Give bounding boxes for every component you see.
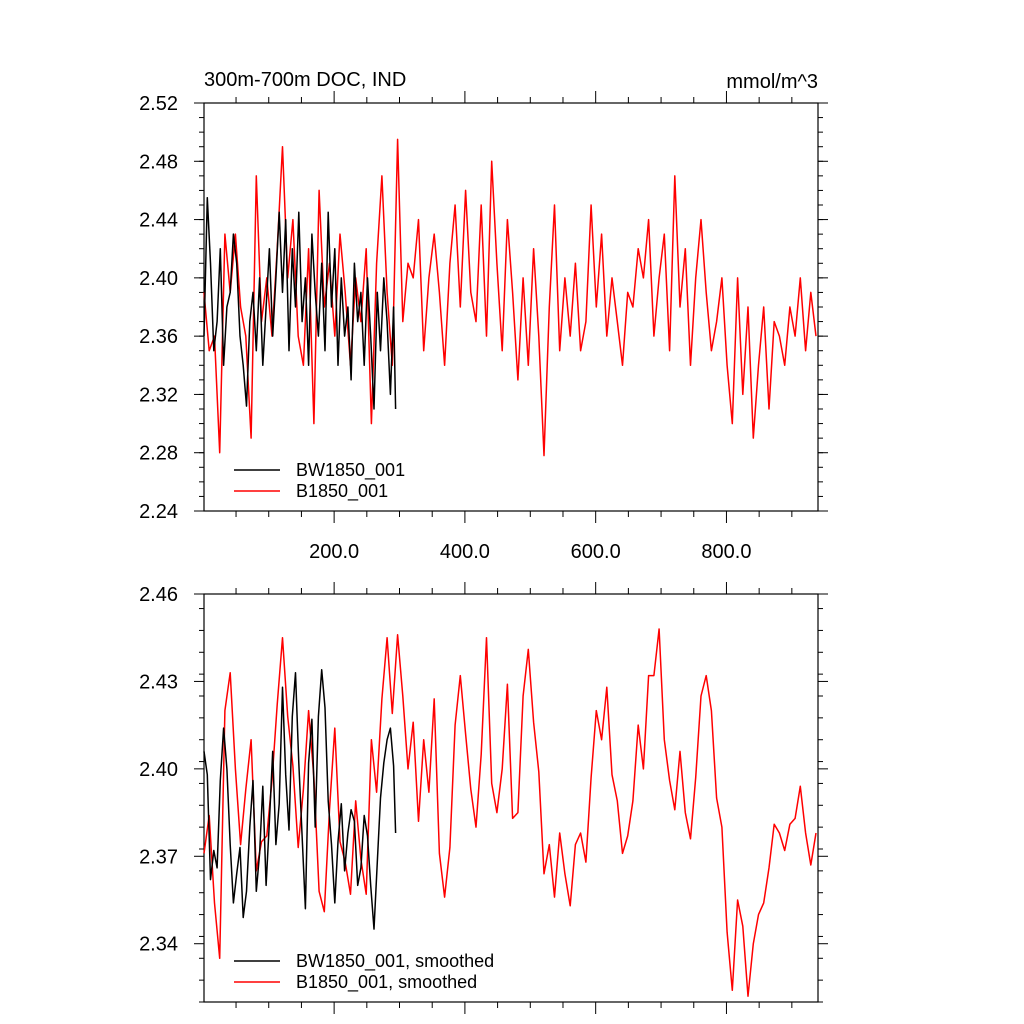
- bottom-legend: BW1850_001, smoothed B1850_001, smoothed: [234, 951, 494, 993]
- top-ytick-label: 2.24: [139, 501, 178, 523]
- bottom-plot-frame: [203, 593, 819, 1003]
- top-panel: 300m-700m DOC, IND mmol/m^3 2.24 2.28 2.32…: [139, 69, 828, 563]
- top-xtick-label: 200.0: [309, 541, 359, 563]
- top-ytick-label: 2.52: [139, 93, 178, 115]
- top-axis-ticks: 2.24 2.28 2.32 2.36 2.40 2.44 2.48 2.52 200.0 400…: [139, 91, 828, 563]
- bottom-ytick-label: 2.43: [139, 671, 178, 693]
- bottom-ytick-label: 2.40: [139, 759, 178, 781]
- legend-label-bw1850-smoothed: BW1850_001, smoothed: [296, 951, 494, 972]
- bottom-series-bw1850-001-smoothed: [203, 669, 397, 930]
- top-ytick-label: 2.28: [139, 443, 178, 465]
- top-ytick-label: 2.44: [139, 210, 178, 232]
- top-xtick-label: 800.0: [701, 541, 751, 563]
- bottom-ytick-label: 2.37: [139, 846, 178, 868]
- bottom-panel: 2.34 2.37 2.40 2.43 2.46 BW1850_001, smoothe…: [139, 582, 828, 1014]
- top-xtick-label: 600.0: [571, 541, 621, 563]
- top-ytick-label: 2.36: [139, 326, 178, 348]
- top-series-bw1850-001: [203, 196, 397, 410]
- chart-title: 300m-700m DOC, IND: [204, 69, 406, 91]
- legend-label-bw1850: BW1850_001: [296, 460, 405, 481]
- top-ytick-label: 2.32: [139, 384, 178, 406]
- bottom-ytick-label: 2.34: [139, 934, 178, 956]
- legend-label-b1850: B1850_001: [296, 481, 388, 502]
- bottom-ytick-label: 2.46: [139, 584, 178, 606]
- bottom-axis-ticks: 2.34 2.37 2.40 2.43 2.46: [139, 582, 828, 1014]
- top-legend: BW1850_001 B1850_001: [234, 460, 405, 502]
- top-series-lines: [203, 138, 817, 457]
- top-xtick-label: 400.0: [440, 541, 490, 563]
- legend-label-b1850-smoothed: B1850_001, smoothed: [296, 972, 477, 993]
- chart-units: mmol/m^3: [726, 71, 818, 93]
- bottom-series-lines: [203, 628, 817, 997]
- top-ytick-label: 2.40: [139, 268, 178, 290]
- top-ytick-label: 2.48: [139, 151, 178, 173]
- bottom-series-b1850-001-smoothed: [203, 628, 817, 997]
